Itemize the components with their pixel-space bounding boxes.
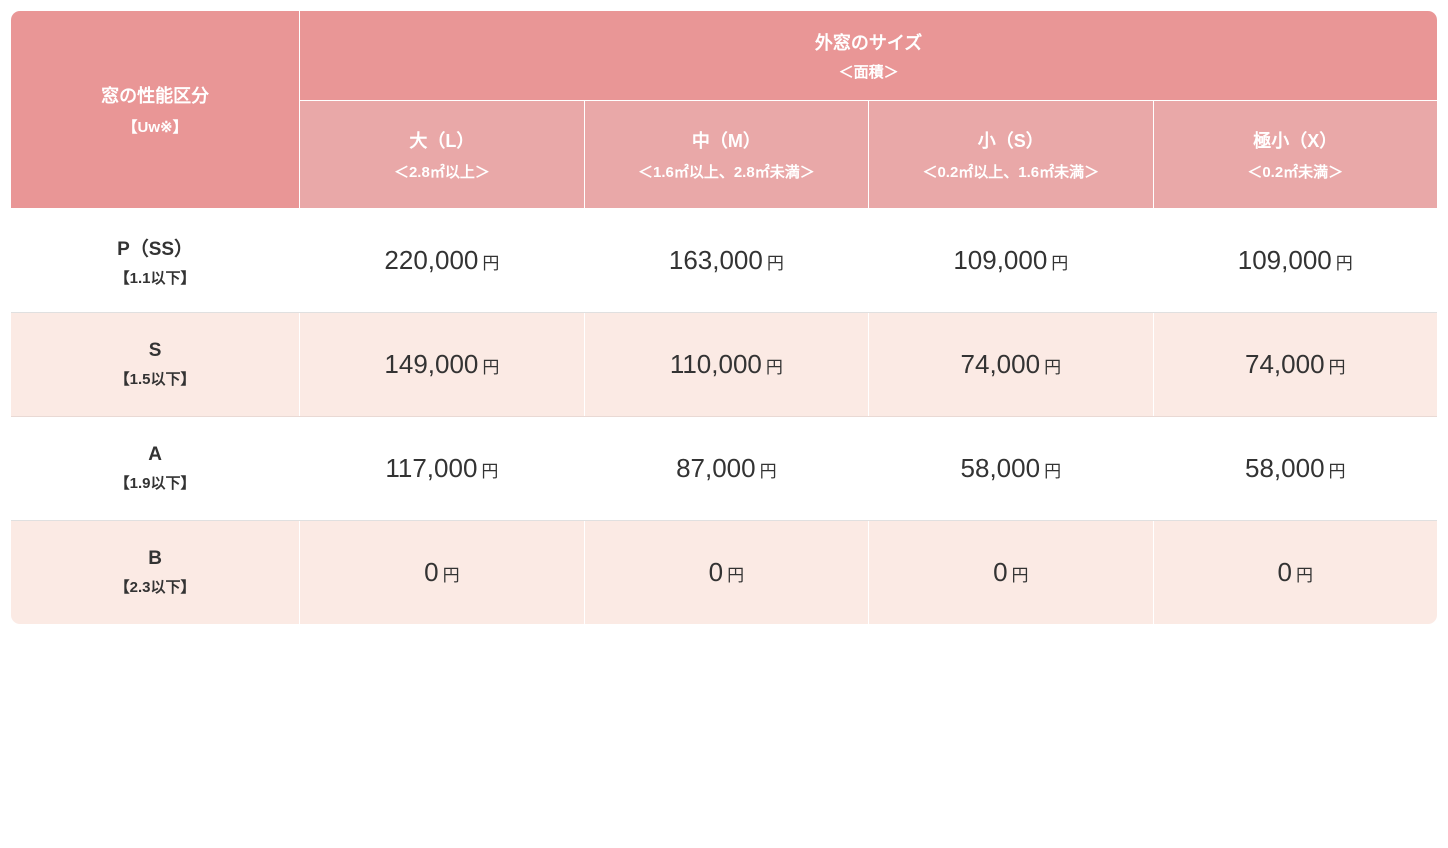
cell-value: 110,000円 [584, 313, 868, 417]
header-size-group-title: 外窓のサイズ [310, 29, 1427, 55]
cell-value: 0円 [869, 521, 1153, 625]
cell-value: 220,000円 [300, 209, 584, 313]
table-row: S 【1.5以下】 149,000円 110,000円 74,000円 74,0… [11, 313, 1438, 417]
subsidy-table: 窓の性能区分 【Uw※】 外窓のサイズ ＜面積＞ 大（L） ＜2.8㎡以上＞ 中… [10, 10, 1438, 625]
header-size-group-sub: ＜面積＞ [310, 61, 1427, 82]
cell-value: 163,000円 [584, 209, 868, 313]
cell-value: 74,000円 [869, 313, 1153, 417]
cell-value: 0円 [300, 521, 584, 625]
header-performance: 窓の性能区分 【Uw※】 [11, 11, 300, 209]
cell-value: 58,000円 [869, 417, 1153, 521]
cell-value: 58,000円 [1153, 417, 1437, 521]
header-size-x: 極小（X） ＜0.2㎡未満＞ [1153, 101, 1437, 209]
table-row: P（SS） 【1.1以下】 220,000円 163,000円 109,000円… [11, 209, 1438, 313]
header-size-group: 外窓のサイズ ＜面積＞ [300, 11, 1438, 101]
row-head-b: B 【2.3以下】 [11, 521, 300, 625]
cell-value: 109,000円 [1153, 209, 1437, 313]
table-row: B 【2.3以下】 0円 0円 0円 0円 [11, 521, 1438, 625]
header-size-l: 大（L） ＜2.8㎡以上＞ [300, 101, 584, 209]
row-head-s: S 【1.5以下】 [11, 313, 300, 417]
header-performance-title: 窓の性能区分 [21, 82, 289, 108]
cell-value: 109,000円 [869, 209, 1153, 313]
cell-value: 0円 [1153, 521, 1437, 625]
header-size-m: 中（M） ＜1.6㎡以上、2.8㎡未満＞ [584, 101, 868, 209]
table-row: A 【1.9以下】 117,000円 87,000円 58,000円 58,00… [11, 417, 1438, 521]
header-performance-sub: 【Uw※】 [21, 116, 289, 137]
cell-value: 149,000円 [300, 313, 584, 417]
cell-value: 117,000円 [300, 417, 584, 521]
cell-value: 0円 [584, 521, 868, 625]
header-size-s: 小（S） ＜0.2㎡以上、1.6㎡未満＞ [869, 101, 1153, 209]
row-head-p: P（SS） 【1.1以下】 [11, 209, 300, 313]
cell-value: 74,000円 [1153, 313, 1437, 417]
cell-value: 87,000円 [584, 417, 868, 521]
row-head-a: A 【1.9以下】 [11, 417, 300, 521]
